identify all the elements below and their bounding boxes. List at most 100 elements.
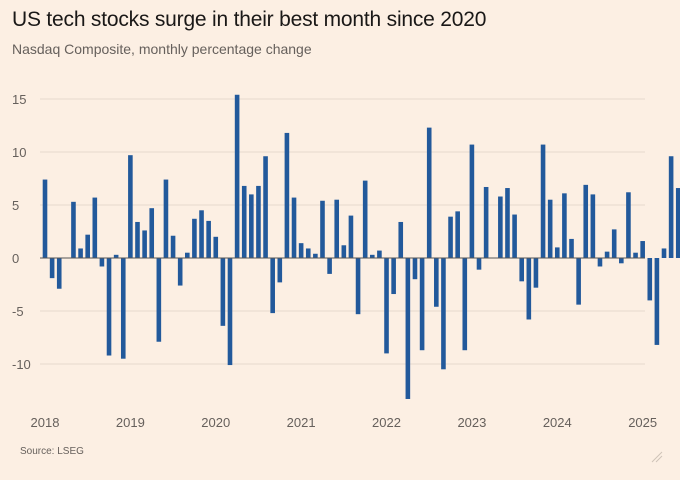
chart-subtitle: Nasdaq Composite, monthly percentage cha… (12, 41, 312, 57)
bar (661, 248, 667, 258)
bar (569, 238, 574, 258)
bar (170, 235, 176, 258)
bar (526, 258, 532, 320)
bar (227, 258, 233, 366)
bar (185, 252, 190, 258)
bar (305, 248, 311, 258)
bar (78, 248, 83, 258)
y-tick-label: 0 (12, 251, 19, 266)
bar (512, 214, 517, 258)
x-axis: 201820192020202120222023202420252026 (31, 415, 658, 430)
bar (249, 194, 254, 258)
bar (583, 184, 589, 258)
bar (455, 211, 460, 258)
bar (405, 258, 411, 399)
bar (519, 258, 525, 282)
bar (604, 251, 610, 258)
bar (149, 208, 155, 258)
bar (56, 258, 62, 289)
bar (213, 236, 219, 258)
bar (547, 199, 553, 258)
bar (277, 258, 283, 283)
bar (398, 221, 404, 258)
bar (355, 258, 361, 315)
bar (270, 258, 275, 314)
x-tick-label: 2018 (31, 415, 60, 430)
bar (42, 179, 48, 258)
bar (156, 258, 162, 342)
bar (469, 144, 475, 258)
bar (220, 258, 226, 326)
bar (576, 258, 581, 305)
x-tick-label: 2020 (201, 415, 230, 430)
bar (362, 180, 368, 258)
y-tick-label: 10 (12, 145, 26, 160)
x-tick-label: 2025 (628, 415, 657, 430)
bar (419, 258, 425, 351)
bar (554, 247, 560, 258)
bar (284, 132, 290, 258)
bar (298, 243, 304, 258)
bar (313, 253, 318, 258)
bar (619, 258, 624, 264)
bar (611, 229, 617, 258)
bar (505, 188, 510, 258)
bar (483, 186, 489, 258)
x-tick-label: 2022 (372, 415, 401, 430)
bar (241, 185, 247, 258)
bar (633, 252, 638, 258)
bar (562, 193, 567, 258)
bar (291, 197, 297, 258)
bar (199, 210, 204, 258)
bar (590, 194, 596, 258)
bar (163, 179, 169, 258)
bar (135, 221, 140, 258)
bar (462, 258, 468, 351)
bar (71, 201, 76, 258)
bar (597, 258, 603, 267)
y-tick-label: 15 (12, 92, 26, 107)
bar (434, 258, 439, 307)
bar (654, 258, 660, 345)
bar (206, 220, 211, 258)
bar (426, 127, 432, 259)
bar (142, 230, 147, 258)
x-tick-label: 2019 (116, 415, 145, 430)
y-axis: 15 10 5 0 -5 -10 (12, 92, 645, 372)
bar (476, 258, 482, 270)
bar (85, 234, 90, 258)
bar (334, 199, 340, 258)
bar-series (42, 94, 680, 399)
bar (341, 245, 347, 258)
chart-title: US tech stocks surge in their best month… (12, 8, 487, 31)
bar (348, 215, 354, 258)
y-tick-label: -10 (12, 357, 31, 372)
bar (92, 197, 98, 258)
bar (49, 258, 55, 279)
y-tick-label: 5 (12, 198, 19, 213)
bar (675, 188, 680, 258)
bar (533, 258, 539, 288)
bar (263, 156, 268, 258)
bar (234, 94, 240, 258)
bar (498, 196, 503, 258)
bar (640, 241, 645, 258)
bar (540, 144, 546, 258)
bar (441, 258, 446, 370)
y-tick-label: -5 (12, 304, 24, 319)
bar (320, 200, 325, 258)
bar (177, 258, 183, 286)
bar (369, 254, 375, 258)
bar (106, 258, 112, 356)
bar (448, 216, 453, 258)
source-note: Source: LSEG (20, 446, 84, 457)
bar (192, 218, 197, 258)
bar (128, 155, 133, 258)
x-tick-label: 2023 (457, 415, 486, 430)
bar (626, 192, 631, 258)
bar (99, 258, 105, 267)
bar (327, 258, 332, 274)
bar (647, 258, 653, 301)
bar (113, 254, 119, 258)
